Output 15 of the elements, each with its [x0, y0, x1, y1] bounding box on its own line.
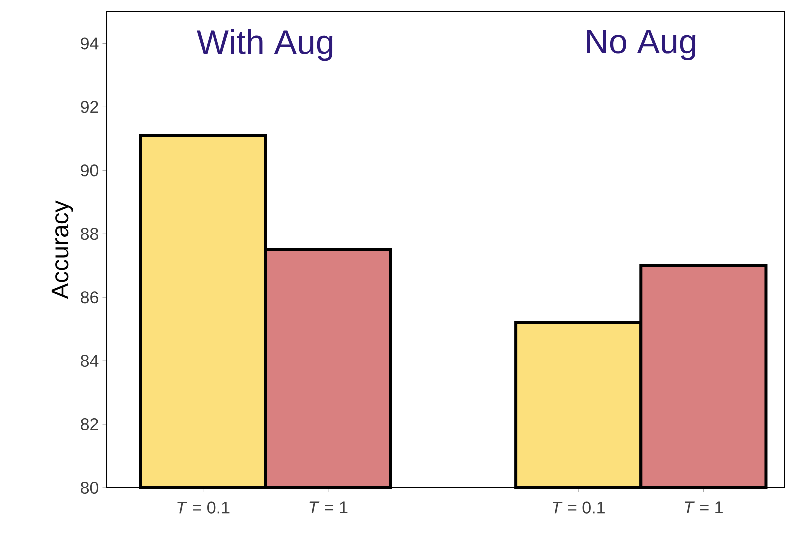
annotation: No Aug — [587, 30, 696, 61]
y-tick-label: 92 — [81, 101, 98, 114]
y-tick-label: 94 — [81, 38, 99, 50]
y-axis-title: Accuracy — [52, 200, 74, 300]
y-tick-label: 90 — [81, 164, 99, 177]
y-tick-label: 80 — [81, 482, 99, 494]
x-tick-label: T = 1 — [310, 502, 348, 514]
x-tick-label: T = 0.1 — [178, 502, 230, 514]
y-tick-label: 88 — [81, 228, 98, 240]
y-tick-label: 84 — [81, 355, 99, 368]
annotation: With Aug — [197, 29, 333, 62]
x-tick-label: T = 0.1 — [552, 502, 605, 514]
y-tick-label: 82 — [81, 418, 98, 431]
x-tick-label: T = 1 — [685, 502, 723, 514]
y-tick-label: 86 — [81, 292, 98, 304]
